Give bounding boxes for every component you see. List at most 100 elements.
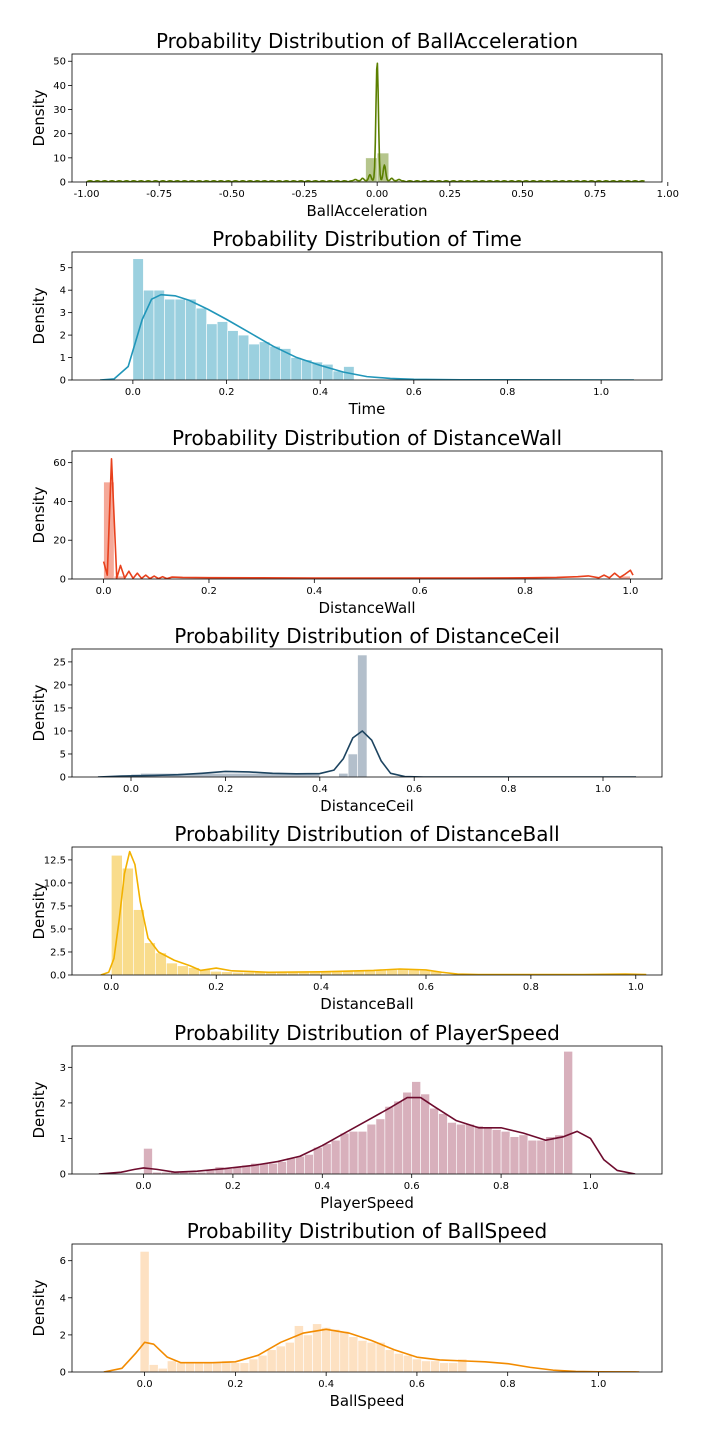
y-tick-label: 20 — [53, 129, 66, 140]
histogram-bar — [195, 307, 207, 380]
histogram-bar — [330, 1139, 341, 1174]
y-tick-label: 0.0 — [50, 971, 66, 982]
histogram-bar — [430, 1360, 440, 1372]
histogram-bar — [111, 854, 123, 975]
histogram-bar — [212, 1362, 223, 1372]
histogram-bar — [393, 1353, 404, 1372]
y-tick-label: 2.5 — [50, 947, 66, 958]
histogram-bar — [321, 1143, 332, 1174]
histogram-bar — [509, 1136, 520, 1174]
x-tick-label: 0.8 — [523, 982, 539, 993]
histogram-bar — [563, 1051, 573, 1174]
histogram-bar — [237, 334, 250, 380]
x-tick-label: -0.50 — [219, 189, 245, 200]
histogram-bar — [347, 753, 358, 777]
y-tick-label: 7.5 — [50, 901, 66, 912]
histogram-bar — [429, 1107, 439, 1174]
x-tick-label: 0.8 — [500, 387, 516, 398]
histogram-bar — [366, 1342, 377, 1372]
plot-area — [102, 457, 634, 579]
kde-curve — [97, 730, 637, 777]
y-tick-label: 15 — [53, 703, 66, 714]
histogram-bar — [447, 1122, 457, 1174]
histogram-bar — [295, 1155, 305, 1174]
histogram-bar — [290, 357, 302, 380]
chart-title: Probability Distribution of Time — [212, 227, 522, 251]
y-tick-label: 3 — [60, 1063, 66, 1074]
x-axis-label: DistanceBall — [320, 995, 413, 1013]
y-tick-label: 2 — [60, 1330, 66, 1341]
histogram-bar — [148, 1364, 159, 1372]
x-tick-label: -0.75 — [146, 189, 172, 200]
histogram-bar — [294, 1325, 304, 1372]
histogram-bar — [221, 971, 233, 975]
x-tick-label: 0.6 — [404, 1181, 420, 1192]
x-tick-label: 1.00 — [657, 189, 679, 200]
x-tick-label: 0.2 — [227, 1379, 243, 1390]
histogram-bar — [357, 654, 368, 777]
y-tick-label: 5.0 — [50, 924, 66, 935]
x-tick-label: 0.8 — [501, 784, 517, 795]
x-tick-label: 0.8 — [500, 1379, 516, 1390]
histogram-bar — [421, 1360, 431, 1372]
y-tick-label: 10 — [53, 726, 66, 737]
histogram-bar — [223, 1168, 234, 1174]
y-tick-label: 2 — [60, 1098, 66, 1109]
histogram-bar — [139, 1251, 150, 1372]
plot-frame — [71, 53, 663, 183]
y-tick-label: 50 — [53, 57, 66, 68]
x-tick-label: 0.2 — [201, 586, 217, 597]
kde-curve — [100, 850, 647, 975]
histogram-bar — [166, 962, 178, 975]
histogram-bar — [113, 575, 125, 579]
x-tick-label: -0.25 — [292, 189, 318, 200]
y-tick-label: 25 — [53, 657, 66, 668]
histogram-bar — [210, 971, 222, 975]
x-tick-label: 0.4 — [312, 784, 328, 795]
histogram-bar — [412, 1358, 422, 1372]
y-tick-label: 1 — [60, 353, 66, 364]
histogram-bar — [185, 1362, 195, 1372]
chart-panel: 0.0 0.2 0.4 0.6 0.8 1.0 0 1 2 3 4 5 Probability Dist… — [30, 227, 663, 418]
y-axis-label: Density — [30, 882, 48, 939]
chart-panel: 0.0 0.2 0.4 0.6 0.8 1.0 0 20 40 60 Probability Dis… — [30, 426, 663, 617]
chart-panel: 0.0 0.2 0.4 0.6 0.8 1.0 0 2 4 6 Probability Distri… — [30, 1219, 663, 1410]
histogram-bar — [214, 1166, 225, 1174]
chart-title: Probability Distribution of DistanceWall — [172, 426, 562, 450]
x-tick-label: 0.4 — [306, 586, 322, 597]
x-tick-label: 0.0 — [103, 982, 119, 993]
histogram-bar — [439, 1362, 449, 1372]
histogram-bar — [266, 1349, 277, 1372]
histogram-bar — [239, 1362, 250, 1372]
histogram-bar — [441, 973, 454, 975]
histogram-bar — [277, 1161, 287, 1174]
histogram-bar — [375, 1118, 386, 1174]
y-axis-label: Density — [30, 89, 48, 146]
plot-frame — [71, 846, 663, 976]
histogram-bar — [348, 1336, 359, 1372]
x-axis-label: BallSpeed — [330, 1392, 405, 1410]
y-axis-label: Density — [30, 684, 48, 741]
histogram-bar — [393, 1100, 404, 1174]
chart-title: Probability Distribution of PlayerSpeed — [174, 1021, 560, 1045]
y-tick-label: 0 — [60, 575, 66, 586]
histogram-bar — [465, 1123, 475, 1174]
histogram-bar — [338, 773, 349, 777]
x-tick-label: 0.2 — [217, 784, 233, 795]
x-axis-label: DistanceCeil — [320, 797, 414, 815]
histogram-bar — [420, 1093, 430, 1174]
x-axis-label: Time — [348, 400, 386, 418]
y-tick-label: 0 — [60, 773, 66, 784]
histogram-bar — [500, 1131, 511, 1174]
histogram-bar — [177, 965, 189, 975]
histogram-bar — [227, 330, 239, 380]
histogram-bar — [206, 323, 218, 380]
histogram-bar — [348, 1131, 359, 1174]
histogram-bar — [216, 321, 229, 380]
histogram-bar — [554, 1134, 564, 1174]
x-tick-label: 1.0 — [622, 586, 638, 597]
x-tick-label: 0.0 — [96, 586, 112, 597]
chart-panel: 0.0 0.2 0.4 0.6 0.8 1.0 0 1 2 3 Probability Distri… — [30, 1021, 663, 1212]
plot-area — [103, 1251, 640, 1372]
y-tick-label: 1 — [60, 1134, 66, 1145]
